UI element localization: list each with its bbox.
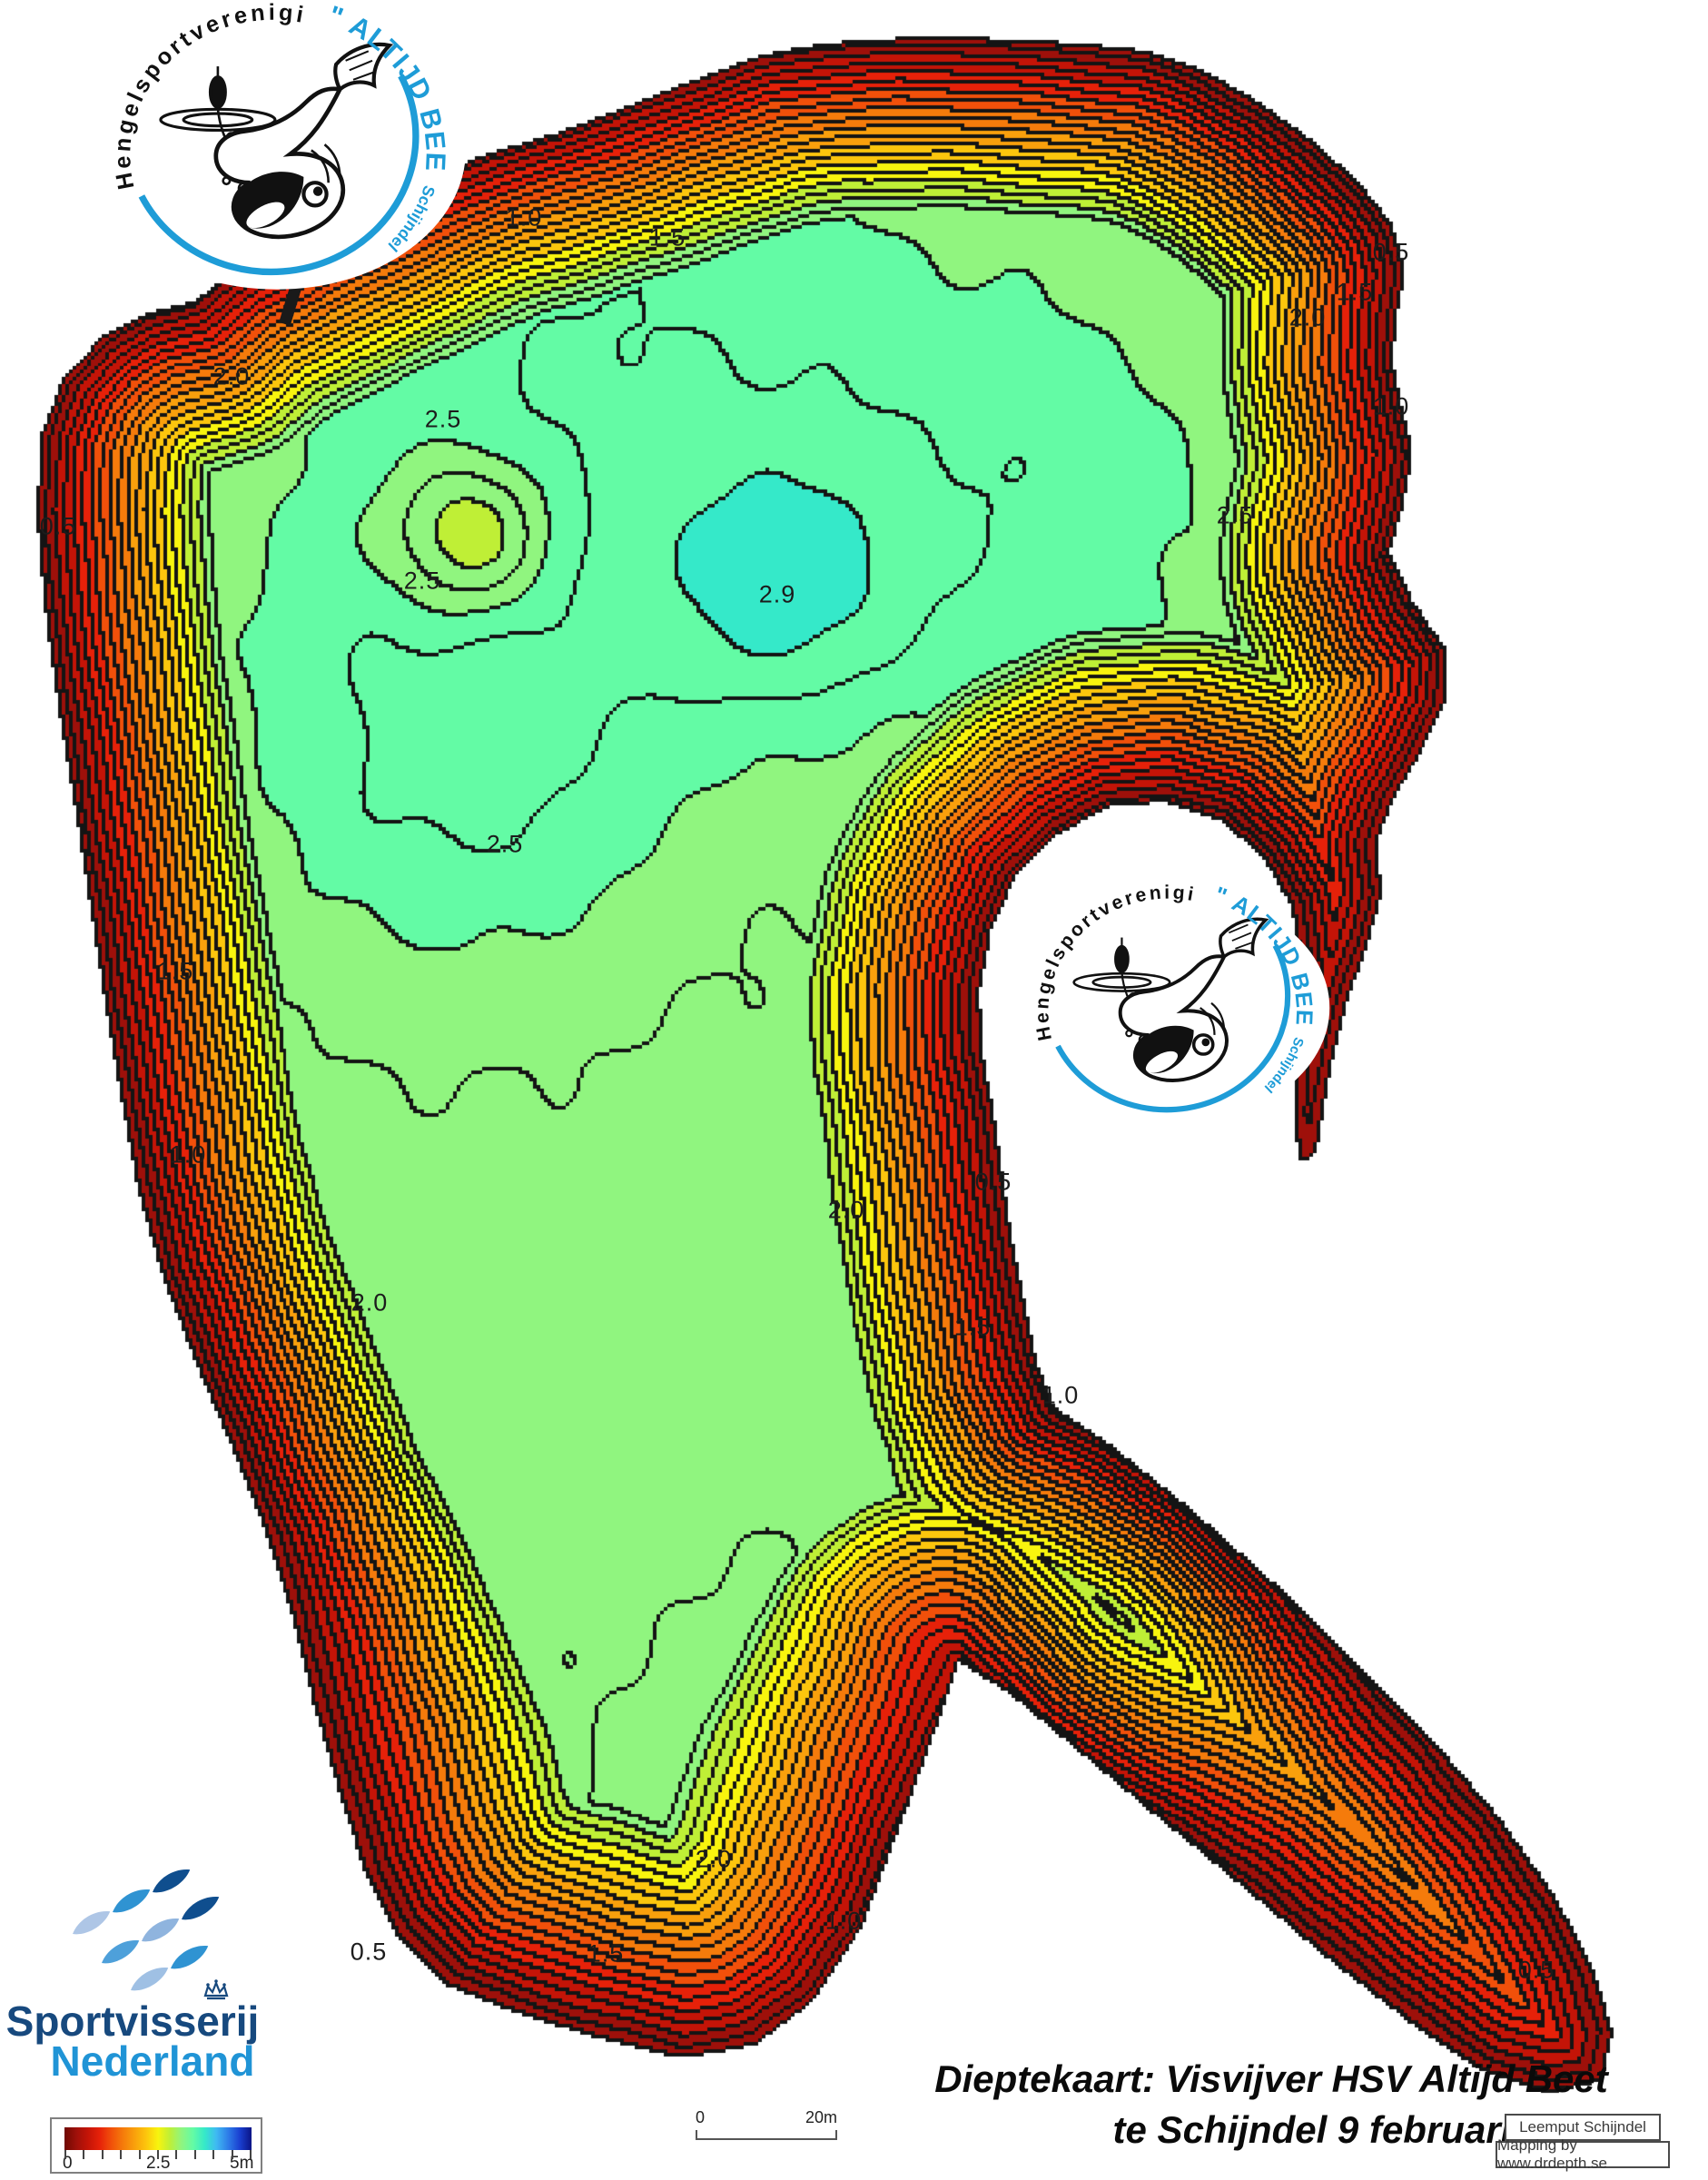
depth-label: 1.5 [156,957,194,985]
legend-tick [138,2150,141,2159]
depth-legend: 0 2.5 5m [50,2117,262,2174]
legend-tick-label: 2.5 [146,2154,171,2173]
title-line-1: Dieptekaart: Visvijver HSV Altijd Beet [934,2057,1608,2100]
depth-label: 0.5 [350,1938,388,1966]
legend-tick-label: 0 [63,2154,73,2173]
depth-label: 0.5 [1372,238,1410,266]
legend-tick [250,2150,252,2159]
depth-label: 1.0 [1042,1381,1080,1409]
depth-label: 2.5 [486,830,524,858]
depth-label: 2.0 [827,1196,865,1224]
depth-label: 1.5 [648,223,686,252]
legend-tick-label: 5m [230,2154,254,2173]
scalebar-bracket [696,2130,837,2140]
info-box-location: Leemput Schijndel [1505,2114,1661,2141]
depth-label: 2.0 [350,1288,389,1317]
depth-label: 1.5 [587,1939,625,1968]
info-box-mapping-credit: Mapping by www.drdepth.se [1496,2136,1670,2172]
legend-tick [157,2150,159,2159]
depth-label: 0.5 [974,1168,1012,1196]
depth-label: 2.9 [758,580,796,608]
depth-label: 1.0 [1372,392,1410,420]
legend-gradient-bar [64,2127,252,2150]
depth-label: 1.5 [953,1313,992,1341]
scalebar: 0 20m [696,2108,837,2140]
depth-label: 1.0 [169,1140,207,1169]
depth-label: 0.5 [1517,1956,1555,1984]
depth-label: 2.5 [1216,501,1254,529]
depth-label: 1.0 [824,1907,863,1935]
legend-tick [83,2150,85,2159]
depth-label: 0.5 [39,512,77,540]
legend-tick [175,2150,178,2159]
legend-tick [193,2150,196,2159]
scalebar-left-label: 0 [696,2108,706,2126]
publisher-logo-line2: Nederland [51,2037,255,2085]
scalebar-right-label: 20m [805,2108,837,2126]
legend-tick [120,2150,123,2159]
depth-label: 1.0 [505,203,543,232]
depth-label: 2.0 [695,1845,733,1873]
publisher-logo-line1: Sportvisserij [6,1998,260,2045]
depth-label: 2.0 [212,362,251,390]
depth-label: 2.5 [424,405,462,433]
legend-tick [231,2150,233,2159]
depth-label: 2.5 [403,567,441,595]
legend-tick [212,2150,215,2159]
crown-icon [203,1979,229,2000]
legend-tick [101,2150,104,2159]
depth-label: 2.0 [1288,303,1327,331]
publisher-logo: Sportvisserij Nederland [6,1868,260,2085]
legend-tick [64,2150,66,2159]
depth-label: 1.5 [1336,278,1374,306]
